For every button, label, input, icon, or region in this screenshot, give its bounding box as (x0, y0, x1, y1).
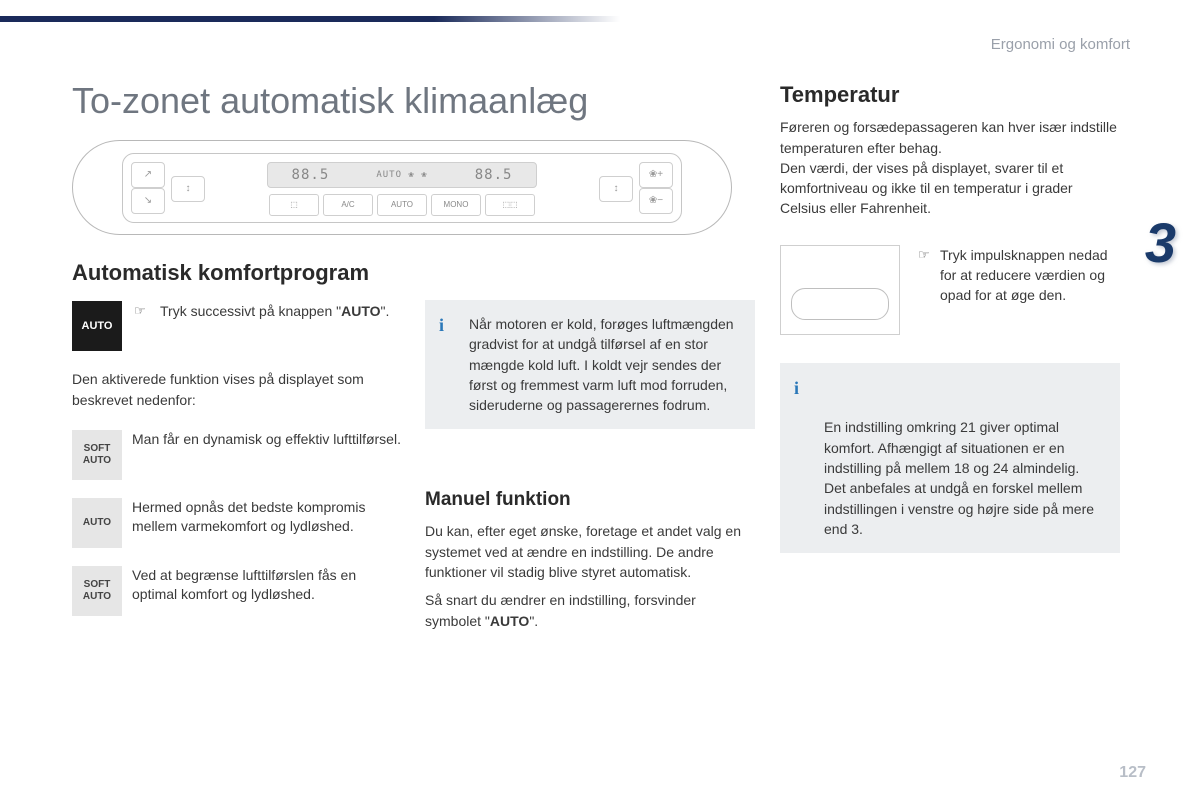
panel-btn-ac: A/C (323, 194, 373, 216)
column-manual: i Når motoren er kold, forøges luftmængd… (425, 300, 755, 631)
column-auto-program: Automatisk komfortprogram AUTO ☞ Tryk su… (72, 260, 402, 634)
badge-line: AUTO (83, 591, 111, 603)
temperature-instruction-row: ☞ Tryk impulsknappen nedad for at reduce… (780, 245, 1120, 335)
info-icon: i (794, 375, 812, 393)
panel-side-btn: ↕ (599, 176, 633, 202)
mode-row: SOFT AUTO Man får en dynamisk og effekti… (72, 430, 402, 480)
section-header: Ergonomi og komfort (991, 36, 1130, 53)
mode-badge-auto: AUTO (72, 498, 122, 548)
panel-side-btn: ↗ (131, 162, 165, 188)
info-box-cold-engine: i Når motoren er kold, forøges luftmængd… (425, 300, 755, 429)
page-number: 127 (1119, 764, 1146, 782)
badge-line: AUTO (83, 517, 111, 529)
info-text: Når motoren er kold, forøges luftmængden… (469, 316, 734, 413)
mode-row: AUTO Hermed opnås det bedste kompromis m… (72, 498, 402, 548)
auto-instruction-row: AUTO ☞ Tryk successivt på knappen "AUTO"… (72, 301, 402, 351)
manual-p2: Så snart du ændrer en indstilling, forsv… (425, 590, 755, 631)
panel-side-btn: ↕ (171, 176, 205, 202)
panel-side-btn: ❀− (639, 188, 673, 214)
badge-line: AUTO (83, 455, 111, 467)
mode-text: Ved at begrænse lufttilførslen fås en op… (132, 566, 402, 605)
mode-text: Man får en dynamisk og effektiv lufttilf… (132, 430, 401, 450)
page-title: To-zonet automatisk klimaanlæg (72, 80, 588, 122)
auto-heading: Automatisk komfortprogram (72, 260, 402, 285)
panel-side-btn: ❀+ (639, 162, 673, 188)
pointer-icon: ☞ (918, 245, 932, 335)
auto-instruction-text: Tryk successivt på knappen "AUTO". (160, 301, 389, 351)
temp-button-illustration (780, 245, 900, 335)
lcd-mid-icons: AUTO ❀ ❀ (376, 170, 427, 180)
temp-instruction-text: Tryk impulsknappen nedad for at reducere… (940, 245, 1120, 335)
info-icon: i (439, 312, 457, 330)
temperature-intro: Føreren og forsædepassageren kan hver is… (780, 117, 1120, 218)
info-text: En indstilling omkring 21 giver optimal … (824, 419, 1094, 536)
panel-button-row: ⬚ A/C AUTO MONO ⬚⬚ (269, 194, 535, 216)
panel-side-btn: ↘ (131, 188, 165, 214)
lcd-left-temp: 88.5 (292, 167, 330, 183)
panel-btn-auto: AUTO (377, 194, 427, 216)
mode-row: SOFT AUTO Ved at begrænse lufttilførslen… (72, 566, 402, 616)
mode-text: Hermed opnås det bedste kompromis mellem… (132, 498, 402, 537)
panel-btn-mono: MONO (431, 194, 481, 216)
badge-line: SOFT (84, 579, 111, 591)
info-box-optimal-setting: i En indstilling omkring 21 giver optima… (780, 363, 1120, 553)
text-bold: AUTO (341, 303, 380, 319)
text: ". (529, 613, 538, 629)
climate-panel-illustration: 88.5 AUTO ❀ ❀ 88.5 ⬚ A/C AUTO MONO ⬚⬚ ↗ … (72, 140, 732, 235)
column-temperature: Temperatur Føreren og forsædepassageren … (780, 82, 1120, 553)
mode-badge-soft-auto: SOFT AUTO (72, 430, 122, 480)
manual-heading: Manuel funktion (425, 489, 755, 511)
lcd-right-temp: 88.5 (475, 167, 513, 183)
panel-btn-rear: ⬚⬚ (485, 194, 535, 216)
panel-lcd: 88.5 AUTO ❀ ❀ 88.5 (267, 162, 537, 188)
text: Så snart du ændrer en indstilling, forsv… (425, 592, 696, 628)
auto-badge-icon: AUTO (72, 301, 122, 351)
panel-btn-defrost: ⬚ (269, 194, 319, 216)
mode-badge-soft-auto-2: SOFT AUTO (72, 566, 122, 616)
auto-intro-text: Den aktiverede funktion vises på display… (72, 369, 402, 410)
badge-line: SOFT (84, 443, 111, 455)
chapter-number: 3 (1145, 210, 1176, 275)
text: Tryk successivt på knappen " (160, 303, 341, 319)
temperature-heading: Temperatur (780, 82, 1120, 107)
manual-p1: Du kan, efter eget ønske, foretage et an… (425, 521, 755, 582)
pointer-icon: ☞ (134, 301, 148, 351)
text-bold: AUTO (490, 613, 529, 629)
text: ". (381, 303, 390, 319)
top-accent-bar (0, 16, 620, 22)
